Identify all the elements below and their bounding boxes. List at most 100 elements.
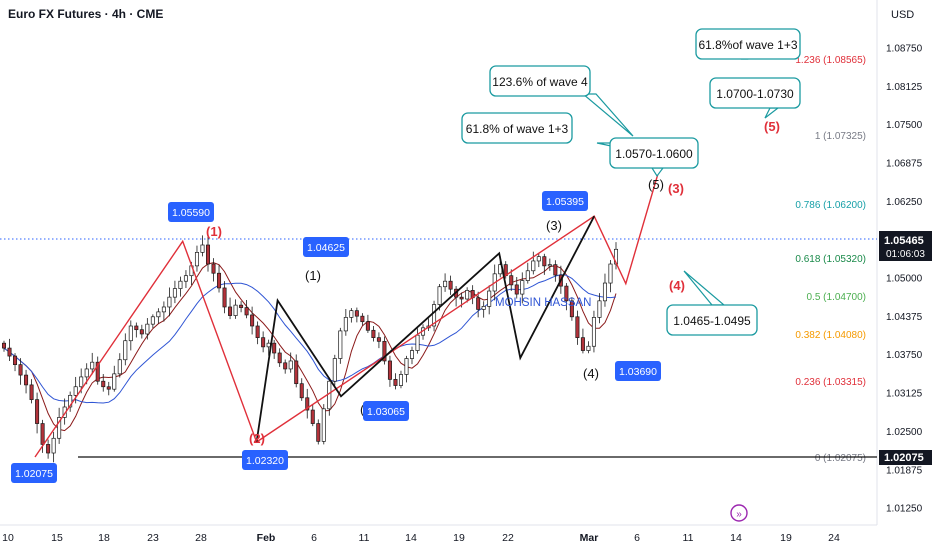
price-point-value: 1.02320 xyxy=(246,455,284,467)
candle xyxy=(29,379,34,404)
candle xyxy=(68,391,73,412)
fib-level-label: 0.236 (1.03315) xyxy=(795,377,866,388)
candle xyxy=(591,310,596,353)
candle xyxy=(536,253,541,268)
candle xyxy=(90,352,95,375)
candle xyxy=(261,331,266,353)
moving-averages xyxy=(3,262,617,432)
wave-label: (1) xyxy=(206,224,222,239)
candle xyxy=(244,300,249,319)
candle xyxy=(222,281,227,314)
time-tick-label: Mar xyxy=(580,532,599,544)
callout-text: 61.8% of wave 1+3 xyxy=(466,122,569,136)
time-tick-label: 6 xyxy=(311,532,317,544)
candle xyxy=(128,320,133,351)
candle xyxy=(321,404,326,445)
candle xyxy=(183,270,188,289)
price-point-label: 1.03690 xyxy=(615,361,661,381)
wave-label: (4) xyxy=(583,366,599,381)
price-point-label: 1.05590 xyxy=(168,202,214,222)
candle xyxy=(250,306,255,335)
candle-countdown: 01:06:03 xyxy=(886,249,925,260)
price-tick-label: 1.03125 xyxy=(886,389,923,400)
price-point-label: 1.02320 xyxy=(242,450,288,470)
candle xyxy=(211,258,216,282)
time-axis[interactable]: 10 15 18 23 28 Feb 6 11 14 19 22 Mar 6 11 14 19 24 xyxy=(2,532,840,544)
chart-title: Euro FX Futures · 4h · CME xyxy=(8,7,163,21)
candle xyxy=(443,273,448,292)
candle xyxy=(200,235,205,257)
candle xyxy=(448,275,453,295)
candle xyxy=(365,314,370,333)
candle xyxy=(382,336,387,365)
price-tick-label: 1.06875 xyxy=(886,158,923,169)
candle xyxy=(272,339,277,359)
candle xyxy=(277,348,282,367)
wave-label: (2) xyxy=(249,431,265,446)
candle xyxy=(217,265,222,293)
time-tick-label: 14 xyxy=(405,532,417,544)
fibonacci-levels: 1.236 (1.08565) 1 (1.07325) 0.786 (1.06200… xyxy=(795,55,866,464)
candle xyxy=(117,353,122,378)
wave-label: (3) xyxy=(668,181,684,196)
candle xyxy=(509,269,514,291)
time-tick-label: 19 xyxy=(780,532,792,544)
time-tick-label: 10 xyxy=(2,532,14,544)
candle xyxy=(299,378,304,401)
callout-wave1-3-ratio: 61.8% of wave 1+3 xyxy=(461,112,573,144)
candle xyxy=(387,355,392,387)
price-point-label: 1.05395 xyxy=(542,191,588,211)
time-tick-label: 6 xyxy=(634,532,640,544)
fib-level-label: 0.382 (1.04080) xyxy=(795,330,866,341)
scroll-to-realtime-button[interactable]: » xyxy=(730,504,748,522)
candle xyxy=(134,322,139,338)
price-axis[interactable]: 1.087501.081251.075001.068751.062501.056… xyxy=(886,43,923,514)
price-tick-label: 1.05000 xyxy=(886,274,923,285)
candle xyxy=(194,245,199,272)
low-price-tag: 1.02075 xyxy=(879,450,932,465)
wave-label: (1) xyxy=(305,268,321,283)
candle xyxy=(18,358,23,385)
callout-text: 61.8%of wave 1+3 xyxy=(698,38,797,52)
candle xyxy=(404,355,409,383)
candlesticks[interactable] xyxy=(1,235,619,463)
price-tick-label: 1.02500 xyxy=(886,427,923,438)
candle xyxy=(547,258,552,271)
candle xyxy=(398,370,403,389)
price-point-label: 1.03065 xyxy=(363,401,409,421)
fib-level-label: 0.786 (1.06200) xyxy=(795,200,866,211)
candle xyxy=(332,354,337,386)
candle xyxy=(233,299,238,319)
fib-level-label: 1.236 (1.08565) xyxy=(795,55,866,66)
candle xyxy=(150,314,155,329)
price-tick-label: 1.08750 xyxy=(886,43,923,54)
candle xyxy=(46,439,51,459)
candle xyxy=(305,388,310,419)
candle xyxy=(255,321,260,345)
candle xyxy=(343,308,348,336)
callout-wave1-3-target: 61.8%of wave 1+3 xyxy=(695,28,801,60)
candle xyxy=(597,293,602,324)
candle xyxy=(531,251,536,275)
candle xyxy=(487,285,492,315)
price-tick-label: 1.01250 xyxy=(886,504,923,515)
wave-label: (4) xyxy=(669,278,685,293)
callout-text: 1.0700-1.0730 xyxy=(716,87,794,101)
callout-target-zone-middle: 1.0570-1.0600 xyxy=(609,137,699,169)
candle xyxy=(73,376,78,404)
wave-label: (5) xyxy=(648,177,664,192)
candle xyxy=(360,313,365,326)
candle xyxy=(167,287,172,317)
low-price-value: 1.02075 xyxy=(884,452,924,464)
elliott-waves xyxy=(34,139,669,458)
candle xyxy=(608,260,613,293)
candle xyxy=(7,338,12,361)
candle xyxy=(139,324,144,339)
candle xyxy=(112,365,117,392)
time-tick-label: 28 xyxy=(195,532,207,544)
fib-level-label: 0 (1.02075) xyxy=(815,453,866,464)
candle xyxy=(432,300,437,332)
time-tick-label: 14 xyxy=(730,532,742,544)
